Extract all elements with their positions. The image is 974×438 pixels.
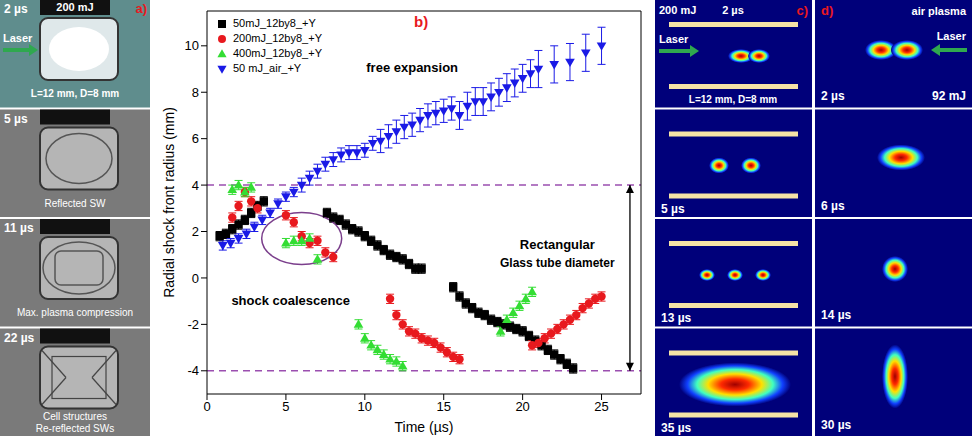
html-text:400mJ_12by8_+Y: 400mJ_12by8_+Y bbox=[233, 47, 322, 59]
svg-text:200 mJ: 200 mJ bbox=[659, 4, 696, 16]
svg-text:shock coalescence: shock coalescence bbox=[231, 293, 350, 308]
svg-text:L=12 mm, D=8 mm: L=12 mm, D=8 mm bbox=[689, 94, 777, 105]
svg-text:Reflected SW: Reflected SW bbox=[44, 198, 106, 209]
svg-text:Cell structures: Cell structures bbox=[43, 411, 107, 422]
svg-text:d): d) bbox=[821, 3, 833, 18]
html-text:200mJ_12by8_+Y: 200mJ_12by8_+Y bbox=[233, 32, 322, 44]
svg-text:Radial shock front radius (mm): Radial shock front radius (mm) bbox=[161, 107, 177, 298]
svg-text:-4: -4 bbox=[187, 363, 199, 378]
svg-text:25: 25 bbox=[594, 399, 608, 414]
svg-text:c): c) bbox=[796, 3, 808, 18]
svg-text:15: 15 bbox=[436, 399, 450, 414]
svg-text:11 µs: 11 µs bbox=[4, 221, 34, 235]
svg-text:air plasma: air plasma bbox=[912, 5, 967, 17]
svg-text:10: 10 bbox=[185, 38, 199, 53]
svg-text:30 µs: 30 µs bbox=[821, 418, 852, 432]
svg-text:6 µs: 6 µs bbox=[821, 199, 845, 213]
svg-text:92 mJ: 92 mJ bbox=[932, 89, 966, 103]
svg-text:14 µs: 14 µs bbox=[821, 308, 852, 322]
svg-text:Laser: Laser bbox=[659, 33, 689, 45]
svg-text:free expansion: free expansion bbox=[366, 60, 458, 75]
svg-text:10: 10 bbox=[358, 399, 372, 414]
svg-text:6: 6 bbox=[192, 131, 199, 146]
svg-text:0: 0 bbox=[203, 399, 210, 414]
svg-text:22 µs: 22 µs bbox=[4, 331, 35, 345]
svg-text:Re-reflected SWs: Re-reflected SWs bbox=[36, 423, 114, 434]
svg-text:5 µs: 5 µs bbox=[4, 112, 28, 126]
svg-text:Laser: Laser bbox=[937, 30, 967, 42]
svg-text:2 µs: 2 µs bbox=[821, 89, 845, 103]
svg-text:Glass tube diameter: Glass tube diameter bbox=[500, 256, 615, 270]
svg-text:0: 0 bbox=[192, 271, 199, 286]
svg-text:8: 8 bbox=[192, 85, 199, 100]
html-text:b): b) bbox=[414, 13, 429, 30]
svg-text:20: 20 bbox=[515, 399, 529, 414]
svg-text:200 mJ: 200 mJ bbox=[56, 1, 93, 13]
html-text:50 mJ_air_+Y: 50 mJ_air_+Y bbox=[233, 62, 302, 74]
svg-text:L=12 mm, D=8 mm: L=12 mm, D=8 mm bbox=[31, 88, 119, 99]
svg-text:13 µs: 13 µs bbox=[661, 311, 692, 325]
svg-text:Time (µs): Time (µs) bbox=[395, 419, 454, 435]
svg-text:Max. plasma compression: Max. plasma compression bbox=[17, 307, 133, 318]
svg-text:Laser: Laser bbox=[3, 32, 33, 44]
svg-text:Rectangular: Rectangular bbox=[520, 237, 595, 252]
svg-text:a): a) bbox=[135, 1, 147, 16]
svg-text:5 µs: 5 µs bbox=[661, 202, 685, 216]
html-text:50mJ_12by8_+Y: 50mJ_12by8_+Y bbox=[233, 17, 316, 29]
svg-text:2 µs: 2 µs bbox=[4, 2, 28, 16]
svg-text:4: 4 bbox=[192, 178, 199, 193]
svg-text:2: 2 bbox=[192, 224, 199, 239]
svg-text:5: 5 bbox=[282, 399, 289, 414]
svg-text:2 µs: 2 µs bbox=[722, 4, 744, 16]
svg-text:-2: -2 bbox=[187, 317, 199, 332]
svg-text:35 µs: 35 µs bbox=[661, 421, 692, 435]
